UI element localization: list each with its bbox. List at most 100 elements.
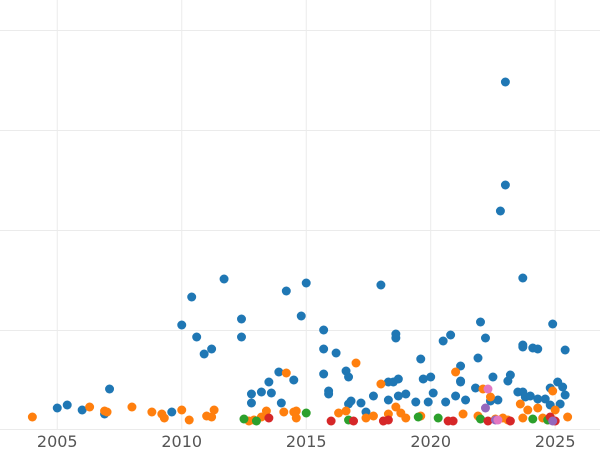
data-point [246,398,256,408]
data-point [401,413,411,423]
data-point [393,374,403,384]
data-point [177,320,187,330]
data-point [560,390,570,400]
data-point [383,395,393,405]
data-point [326,416,336,426]
gridlines [0,0,600,430]
data-point [105,384,115,394]
data-point [187,292,197,302]
data-point [256,387,266,397]
data-point [349,416,359,426]
data-point [533,344,543,354]
data-point [246,389,256,399]
data-point [281,368,291,378]
data-point [291,413,301,423]
data-point [296,311,306,321]
data-point [376,379,386,389]
data-point [560,345,570,355]
data-point [428,388,438,398]
data-point [199,349,209,359]
data-point [301,278,311,288]
data-point [77,405,87,415]
data-point [207,344,217,354]
data-point [505,416,515,426]
data-point [281,286,291,296]
x-tick-label: 2020 [410,432,451,450]
data-point [368,391,378,401]
data-point [528,414,538,424]
data-point [192,332,202,342]
data-point [495,206,505,216]
data-point [319,369,329,379]
data-point [518,273,528,283]
data-point [251,416,261,426]
data-point [518,413,528,423]
data-point [324,389,334,399]
data-point [351,358,361,368]
data-point [177,405,187,415]
data-point [356,398,366,408]
data-point [493,395,503,405]
data-point [423,397,433,407]
data-point [102,407,112,417]
data-point [473,353,483,363]
data-point [548,416,558,426]
data-point [500,77,510,87]
data-point [418,374,428,384]
data-point [485,392,495,402]
data-point [289,375,299,385]
data-point [456,376,466,386]
data-point [334,408,344,418]
data-point [167,407,177,417]
data-point [533,394,543,404]
data-point [558,382,568,392]
data-point [451,391,461,401]
data-point [184,415,194,425]
data-point [291,406,301,416]
data-point [441,397,451,407]
x-tick-label: 2015 [286,432,327,450]
data-point [483,384,493,394]
x-tick-label: 2010 [161,432,202,450]
data-point [344,372,354,382]
data-point [319,344,329,354]
data-point [319,325,329,335]
data-point [266,388,276,398]
data-point [563,412,573,422]
data-point [207,412,217,422]
data-point [209,405,219,415]
data-point [27,412,37,422]
data-point [493,415,503,425]
data-point [533,403,543,413]
data-point [525,391,535,401]
data-point [346,396,356,406]
data-point [393,391,403,401]
data-point [548,319,558,329]
data-point [401,389,411,399]
data-point [264,377,274,387]
x-axis-ticks: 2005 2010 2015 2020 2025 [37,432,576,450]
data-point [475,414,485,424]
data-point [341,406,351,416]
data-point [505,370,515,380]
data-point [147,407,157,417]
data-point [518,342,528,352]
data-point [426,372,436,382]
data-point [383,415,393,425]
data-point [540,394,550,404]
data-point [555,399,565,409]
x-tick-label: 2005 [37,432,78,450]
data-point [488,372,498,382]
data-point [127,402,137,412]
data-point [219,274,229,284]
data-point [480,333,490,343]
data-point [456,361,466,371]
data-point [461,395,471,405]
data-point [276,398,286,408]
data-point [52,403,62,413]
data-point [376,280,386,290]
data-points [27,77,573,426]
data-point [279,407,289,417]
data-point [301,408,311,418]
data-point [448,416,458,426]
